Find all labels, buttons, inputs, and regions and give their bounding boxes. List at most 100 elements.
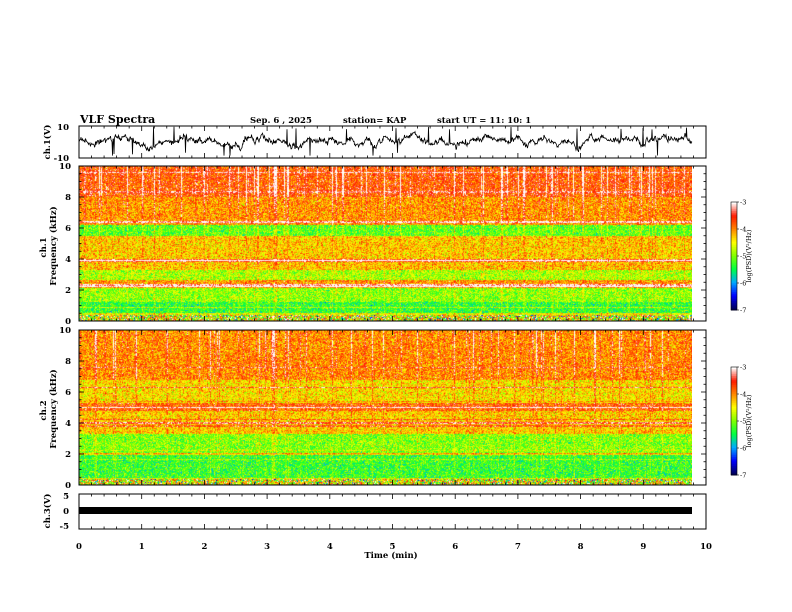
colorbar-segment <box>731 372 737 375</box>
colorbar-segment <box>731 422 737 426</box>
ch1-ytick-top: 10 <box>57 123 69 133</box>
colorbar-tick-label: -6 <box>740 280 746 288</box>
x-tick-label: 0 <box>76 542 82 552</box>
colorbar-segment <box>731 252 737 255</box>
colorbar-segment <box>731 383 737 386</box>
colorbar-segment <box>731 277 737 280</box>
ch3-ytick-mid: 0 <box>63 507 69 517</box>
x-tick-label: 7 <box>515 542 521 552</box>
colorbar-segment <box>731 457 737 460</box>
start-time-label: start UT = 11: 10: 1 <box>437 116 531 126</box>
ch1-waveform-trace <box>78 126 693 156</box>
colorbar-segment <box>731 410 737 413</box>
colorbar-segment <box>731 239 737 243</box>
x-axis-ticks: 0 1 2 3 4 5 6 7 8 9 10 <box>76 542 712 552</box>
ch1-ytick-label: 4 <box>65 255 71 265</box>
colorbar-segment <box>731 304 737 307</box>
colorbar-segment <box>731 395 737 399</box>
ch2-ytick-label: 2 <box>65 450 71 460</box>
ch1-spectrogram-ylabel: ch.1 Frequency (kHz) <box>39 206 59 285</box>
x-tick-label: 6 <box>452 542 458 552</box>
colorbar-segment <box>731 448 737 451</box>
colorbar-segment <box>731 248 737 252</box>
colorbar-segment <box>731 433 737 436</box>
colorbar-segment <box>731 397 737 400</box>
ch2-colorbar: -3 -4 -5 -6 -7 log(PSD)(V²/Hz) <box>730 364 753 480</box>
colorbar-segment <box>731 390 737 393</box>
colorbar-segment <box>731 442 737 445</box>
colorbar-segment <box>731 377 737 381</box>
colorbar-segment <box>731 392 737 395</box>
colorbar-segment <box>731 376 737 379</box>
colorbar-segment <box>731 274 737 277</box>
colorbar-tick-label: -4 <box>740 391 746 399</box>
colorbar-segment <box>731 374 737 377</box>
colorbar-segment <box>731 437 737 440</box>
colorbar-segment <box>731 367 737 370</box>
colorbar-segment <box>731 446 737 449</box>
x-tick-label: 3 <box>264 542 270 552</box>
colorbar-segment <box>731 368 737 372</box>
colorbar-segment <box>731 440 737 444</box>
colorbar-segment <box>731 221 737 225</box>
colorbar-segment <box>731 302 737 306</box>
ch2-spectrogram-panel: ch.2 Frequency (kHz) 0 2 4 6 8 10 <box>39 326 706 491</box>
ch1-ytick-label: 2 <box>65 286 71 296</box>
ch1-spectrogram-panel: ch.1 Frequency (kHz) 0 2 4 6 8 10 <box>39 162 706 327</box>
ch1-ytick-label: 10 <box>59 162 71 172</box>
colorbar-segment <box>731 458 737 462</box>
colorbar-segment <box>731 421 737 424</box>
colorbar-segment <box>731 203 737 207</box>
colorbar-segment <box>731 232 737 235</box>
ch1-ytick-label: 8 <box>65 193 71 203</box>
x-tick-label: 9 <box>640 542 646 552</box>
colorbar-segment <box>731 236 737 239</box>
colorbar-segment <box>731 460 737 463</box>
colorbar-segment <box>731 453 737 456</box>
colorbar-label: log(PSD)(V²/Hz) <box>745 394 753 447</box>
x-tick-label: 4 <box>327 542 333 552</box>
colorbar-segment <box>731 299 737 302</box>
colorbar-segment <box>731 283 737 286</box>
ch3-waveform-ylabel: ch.3(V) <box>42 494 53 529</box>
colorbar-segment <box>731 412 737 415</box>
colorbar-segment <box>731 451 737 454</box>
colorbar-segment <box>731 241 737 244</box>
colorbar-segment <box>731 257 737 261</box>
ch3-waveform-panel: ch.3(V) 5 0 -5 <box>42 492 692 532</box>
colorbar-segment <box>731 220 737 223</box>
colorbar-segment <box>731 256 737 259</box>
colorbar-segment <box>731 471 737 474</box>
colorbar-segment <box>731 227 737 230</box>
colorbar-segment <box>731 275 737 279</box>
colorbar-segment <box>731 207 737 210</box>
colorbar-segment <box>731 266 737 270</box>
colorbar-segment <box>731 399 737 402</box>
colorbar-segment <box>731 388 737 391</box>
ch1-ytick-bottom: -10 <box>54 154 69 164</box>
ch3-waveform-trace <box>79 507 692 514</box>
ch1-ytick-label: 6 <box>65 224 71 234</box>
colorbar-segment <box>731 417 737 420</box>
colorbar-segment <box>731 408 737 411</box>
colorbar-segment <box>731 218 737 221</box>
colorbar-segment <box>731 245 737 248</box>
colorbar-segment <box>731 205 737 208</box>
colorbar-segment <box>731 449 737 453</box>
ch2-ytick-label: 10 <box>59 326 71 336</box>
ch1-colorbar: -3 -4 -5 -6 -7 log(PSD)(V²/Hz) <box>730 199 753 315</box>
colorbar-segment <box>731 247 737 250</box>
colorbar-segment <box>731 293 737 297</box>
colorbar-segment <box>731 308 737 311</box>
station-label: station= KAP <box>343 116 407 126</box>
colorbar-tick-label: -5 <box>740 253 746 261</box>
colorbar-segment <box>731 406 737 409</box>
colorbar-segment <box>731 212 737 216</box>
colorbar-segment <box>731 268 737 271</box>
ch2-ylabel-line1: ch.2 <box>39 400 49 420</box>
colorbar-segment <box>731 455 737 458</box>
ch2-ylabel-line2: Frequency (kHz) <box>48 369 59 448</box>
x-tick-label: 2 <box>201 542 207 552</box>
colorbar-segment <box>731 261 737 264</box>
colorbar-segment <box>731 403 737 406</box>
